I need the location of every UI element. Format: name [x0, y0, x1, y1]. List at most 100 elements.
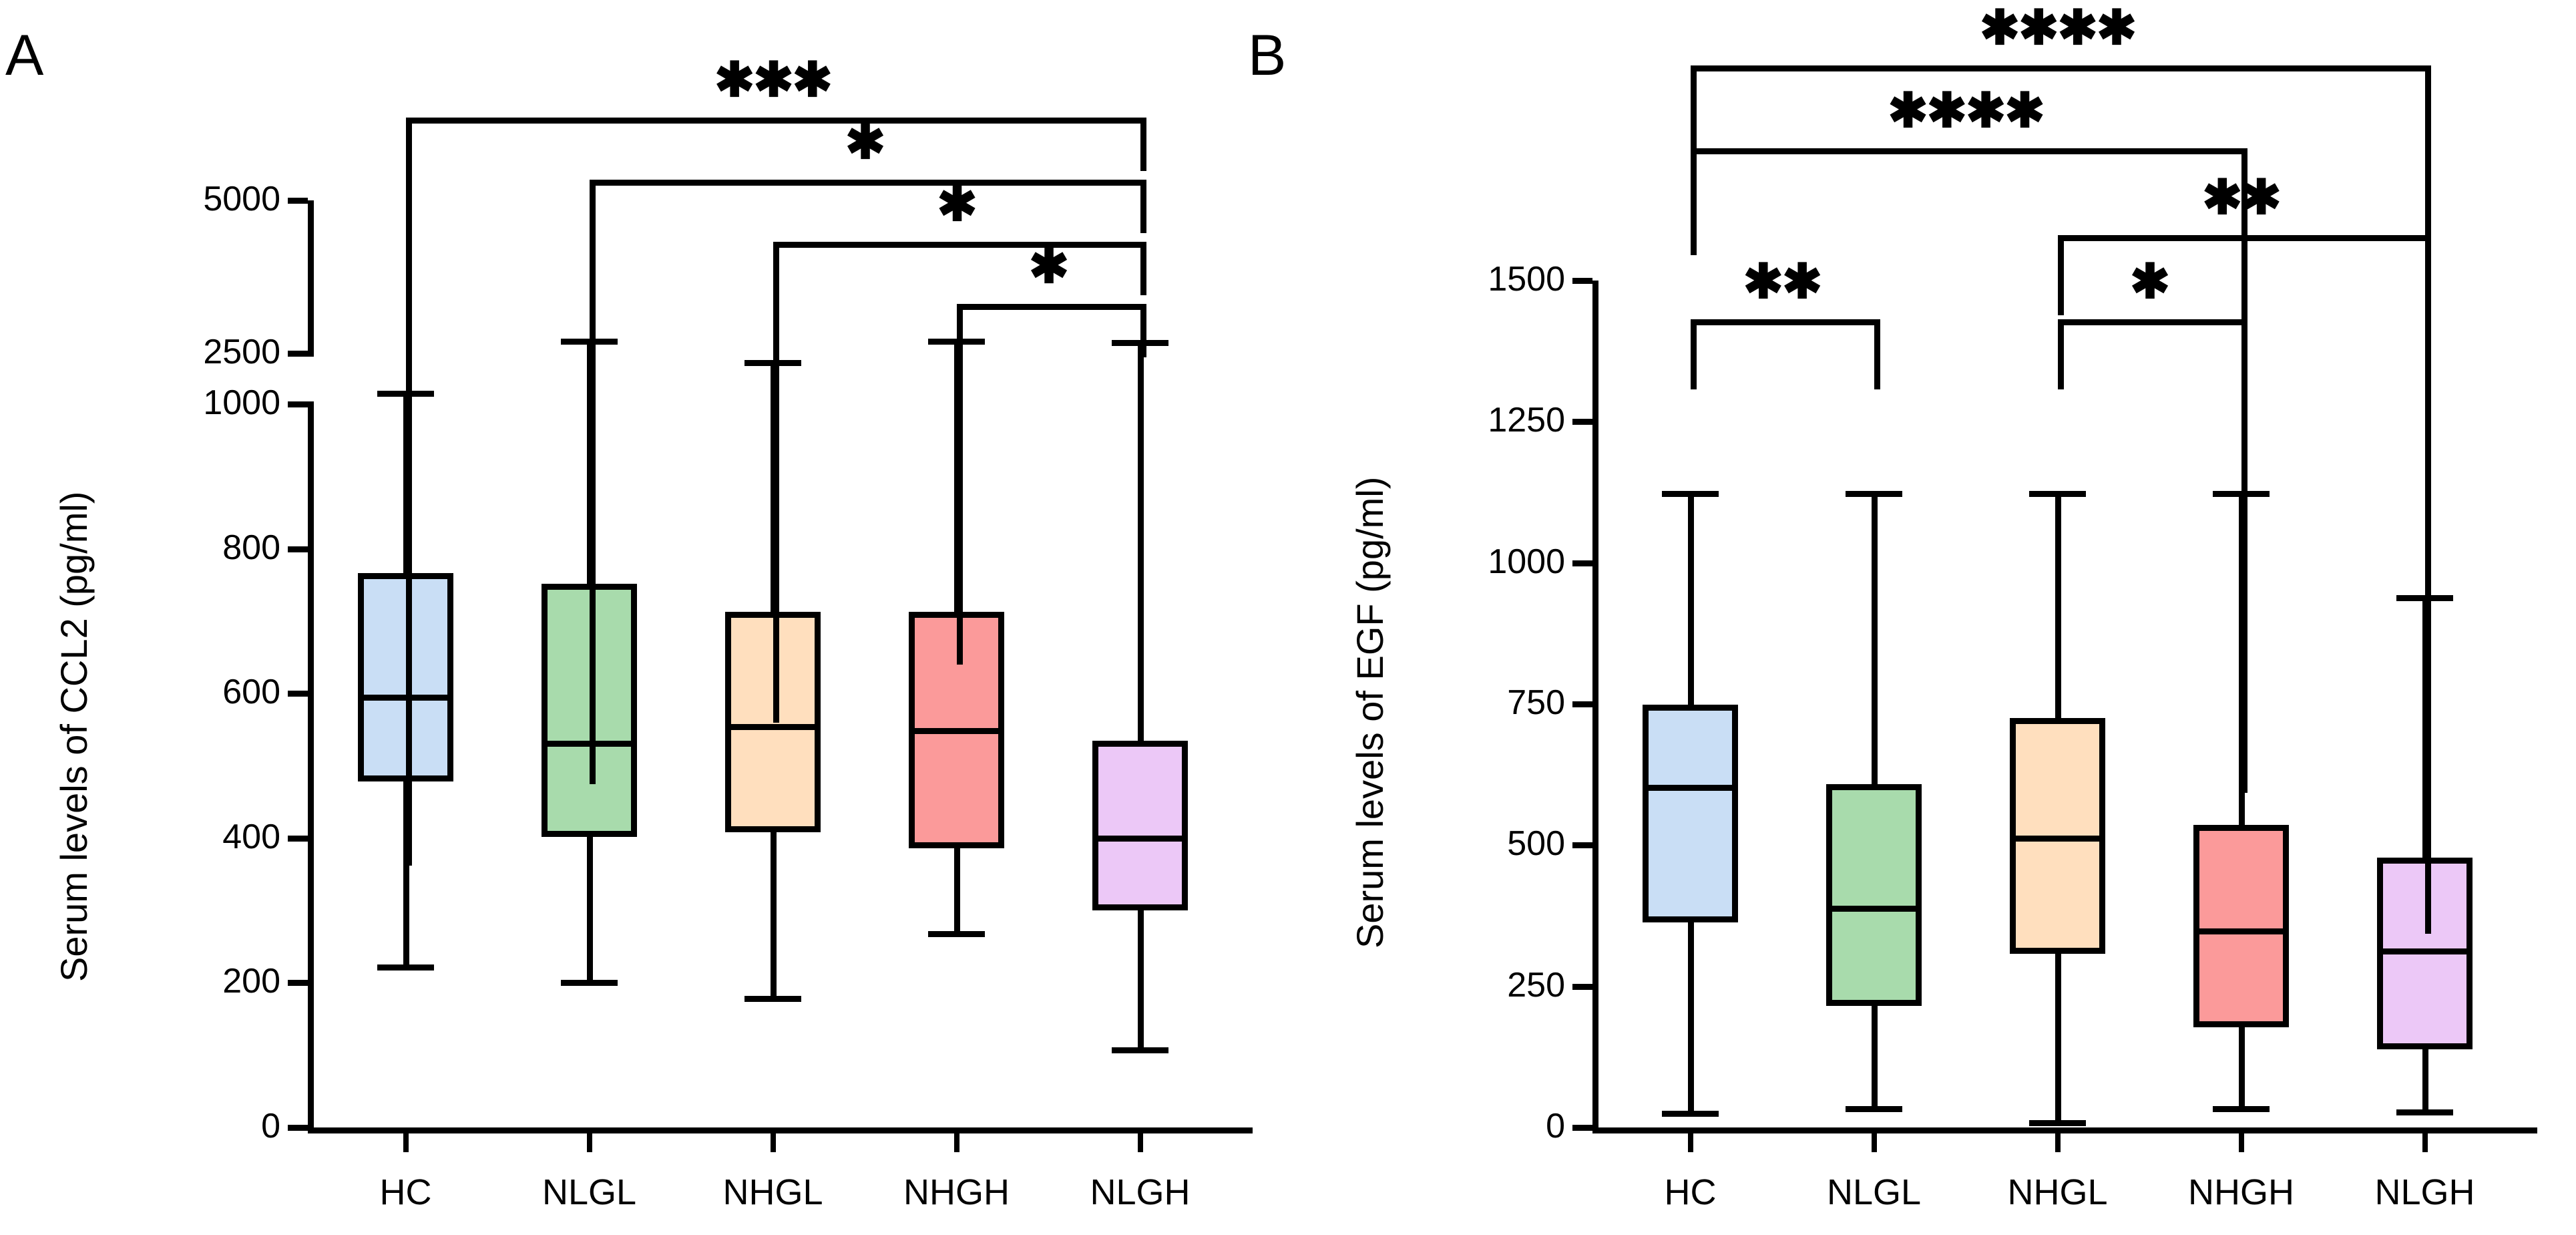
- bracket-left-tick: [2057, 235, 2064, 315]
- y-tick-label-750: 750: [1507, 683, 1565, 722]
- median-line-HC: [1643, 785, 1738, 791]
- whisker-lower-NLGL: [586, 836, 593, 983]
- bracket-left-tick: [2057, 319, 2064, 389]
- x-axis-label-NLGL: NLGL: [542, 1172, 637, 1212]
- y-tick-label-500: 500: [1507, 824, 1565, 864]
- median-line-NLGH: [1092, 835, 1188, 842]
- bracket-right-tick: [2424, 65, 2431, 934]
- whisker-cap-upper-NHGL: [2028, 490, 2087, 497]
- x-axis-spine: [308, 1127, 1253, 1133]
- panel-b: B Serum levels of EGF (pg/ml) 0 250 500 750…: [1248, 0, 2576, 1235]
- bracket-top-bar: [956, 304, 1146, 310]
- x-axis-label-HC: HC: [379, 1172, 432, 1212]
- x-axis-label-NHGH: NHGH: [2188, 1172, 2294, 1212]
- y-tick-0: [288, 1125, 308, 1131]
- whisker-lower-NHGL: [770, 832, 777, 999]
- y-tick-800: [288, 546, 308, 552]
- y-tick-500: [1572, 842, 1592, 849]
- x-axis-label-NHGL: NHGL: [2007, 1172, 2108, 1212]
- whisker-lower-HC: [403, 781, 409, 967]
- significance-stars-NLGL-NLGH: ✱: [845, 116, 885, 169]
- box-NLGH: [1092, 740, 1188, 911]
- x-tick-NHGH: [953, 1133, 959, 1152]
- whisker-cap-upper-NLGL: [560, 338, 618, 345]
- bracket-left-tick: [1690, 148, 1697, 255]
- significance-stars-NHGH-NLGH: ✱: [1028, 240, 1069, 293]
- bracket-left-tick: [773, 242, 779, 723]
- whisker-lower-NLGL: [1871, 1006, 1878, 1109]
- y-tick-label-0: 0: [261, 1107, 280, 1145]
- bracket-top-bar: [773, 242, 1146, 248]
- whisker-cap-lower-NLGH: [1111, 1047, 1169, 1054]
- bracket-top-bar: [405, 118, 1146, 124]
- significance-stars-NHGL-NLGH: ✱✱: [2202, 171, 2282, 224]
- bracket-top-bar: [2057, 235, 2431, 241]
- whisker-lower-NHGH: [953, 848, 960, 934]
- panel-b-letter: B: [1248, 23, 1287, 87]
- whisker-lower-NHGL: [2055, 954, 2061, 1123]
- whisker-upper-NLGL: [1871, 493, 1878, 785]
- significance-stars-HC-NLGH: ✱✱✱: [714, 53, 833, 107]
- y-tick-1500: [1572, 278, 1592, 284]
- whisker-cap-lower-NHGH: [927, 930, 986, 937]
- x-tick-NLGL: [1871, 1133, 1877, 1152]
- box-NLGL: [1826, 784, 1922, 1007]
- whisker-cap-lower-NLGH: [2396, 1109, 2454, 1116]
- whisker-lower-HC: [1687, 922, 1694, 1113]
- whisker-lower-NLGH: [2422, 1049, 2428, 1113]
- whisker-cap-lower-NHGH: [2212, 1106, 2270, 1113]
- y-axis-lower-spine: [308, 404, 314, 1131]
- y-tick-1000: [288, 401, 308, 408]
- bracket-top-bar: [1690, 65, 2431, 71]
- y-tick-0: [1572, 1125, 1592, 1131]
- panel-a-letter: A: [5, 23, 44, 87]
- significance-stars-NHGL-NHGH: ✱: [2129, 255, 2170, 309]
- bracket-top-bar: [1690, 319, 1880, 325]
- x-tick-NLGL: [586, 1133, 592, 1152]
- y-tick-label-1000: 1000: [203, 383, 280, 423]
- whisker-cap-upper-NHGH: [2212, 490, 2270, 497]
- bracket-left-tick: [1690, 319, 1697, 389]
- x-axis-label-NLGH: NLGH: [1090, 1172, 1191, 1212]
- bracket-right-tick: [2241, 319, 2247, 389]
- x-axis-label-NHGH: NHGH: [903, 1172, 1010, 1212]
- bracket-right-tick: [1140, 118, 1146, 171]
- y-tick-label-1500: 1500: [1488, 260, 1565, 299]
- whisker-cap-lower-HC: [377, 964, 435, 971]
- panel-a-y-axis-title: Serum levels of CCL2 (pg/ml): [53, 491, 95, 982]
- bracket-right-tick: [1874, 319, 1880, 389]
- bracket-left-tick: [956, 304, 963, 665]
- y-tick-200: [288, 980, 308, 987]
- y-tick-600: [288, 691, 308, 697]
- bracket-top-bar: [2057, 319, 2247, 325]
- bracket-right-tick: [1140, 242, 1146, 295]
- bracket-top-bar: [1690, 148, 2247, 154]
- y-tick-750: [1572, 701, 1592, 707]
- significance-stars-HC-NLGH: ✱✱✱✱: [1979, 1, 2137, 55]
- y-tick-label-2500: 2500: [203, 333, 280, 372]
- median-line-NLGH: [2377, 948, 2473, 955]
- x-axis-label-HC: HC: [1664, 1172, 1717, 1212]
- y-tick-label-1250: 1250: [1488, 401, 1565, 440]
- y-tick-400: [288, 835, 308, 842]
- y-tick-2500: [288, 351, 308, 357]
- bracket-right-tick: [2241, 148, 2247, 793]
- x-tick-NHGL: [770, 1133, 776, 1152]
- whisker-cap-upper-NHGL: [744, 359, 802, 366]
- y-tick-label-250: 250: [1507, 965, 1565, 1005]
- whisker-lower-NHGH: [2238, 1027, 2245, 1109]
- bracket-left-tick: [589, 180, 596, 784]
- significance-stars-HC-NLGL: ✱✱: [1743, 255, 1823, 309]
- x-tick-HC: [403, 1133, 409, 1152]
- x-axis-label-NHGL: NHGL: [722, 1172, 823, 1212]
- median-line-NHGL: [2010, 836, 2105, 842]
- significance-stars-HC-NHGH: ✱✱✱✱: [1888, 84, 2045, 138]
- whisker-cap-upper-HC: [377, 390, 435, 397]
- bracket-left-tick: [405, 118, 412, 866]
- x-tick-NHGH: [2238, 1133, 2244, 1152]
- y-tick-1250: [1572, 419, 1592, 425]
- y-axis-spine: [1592, 281, 1598, 1131]
- y-tick-label-0: 0: [1546, 1107, 1565, 1145]
- y-tick-label-400: 400: [222, 817, 280, 856]
